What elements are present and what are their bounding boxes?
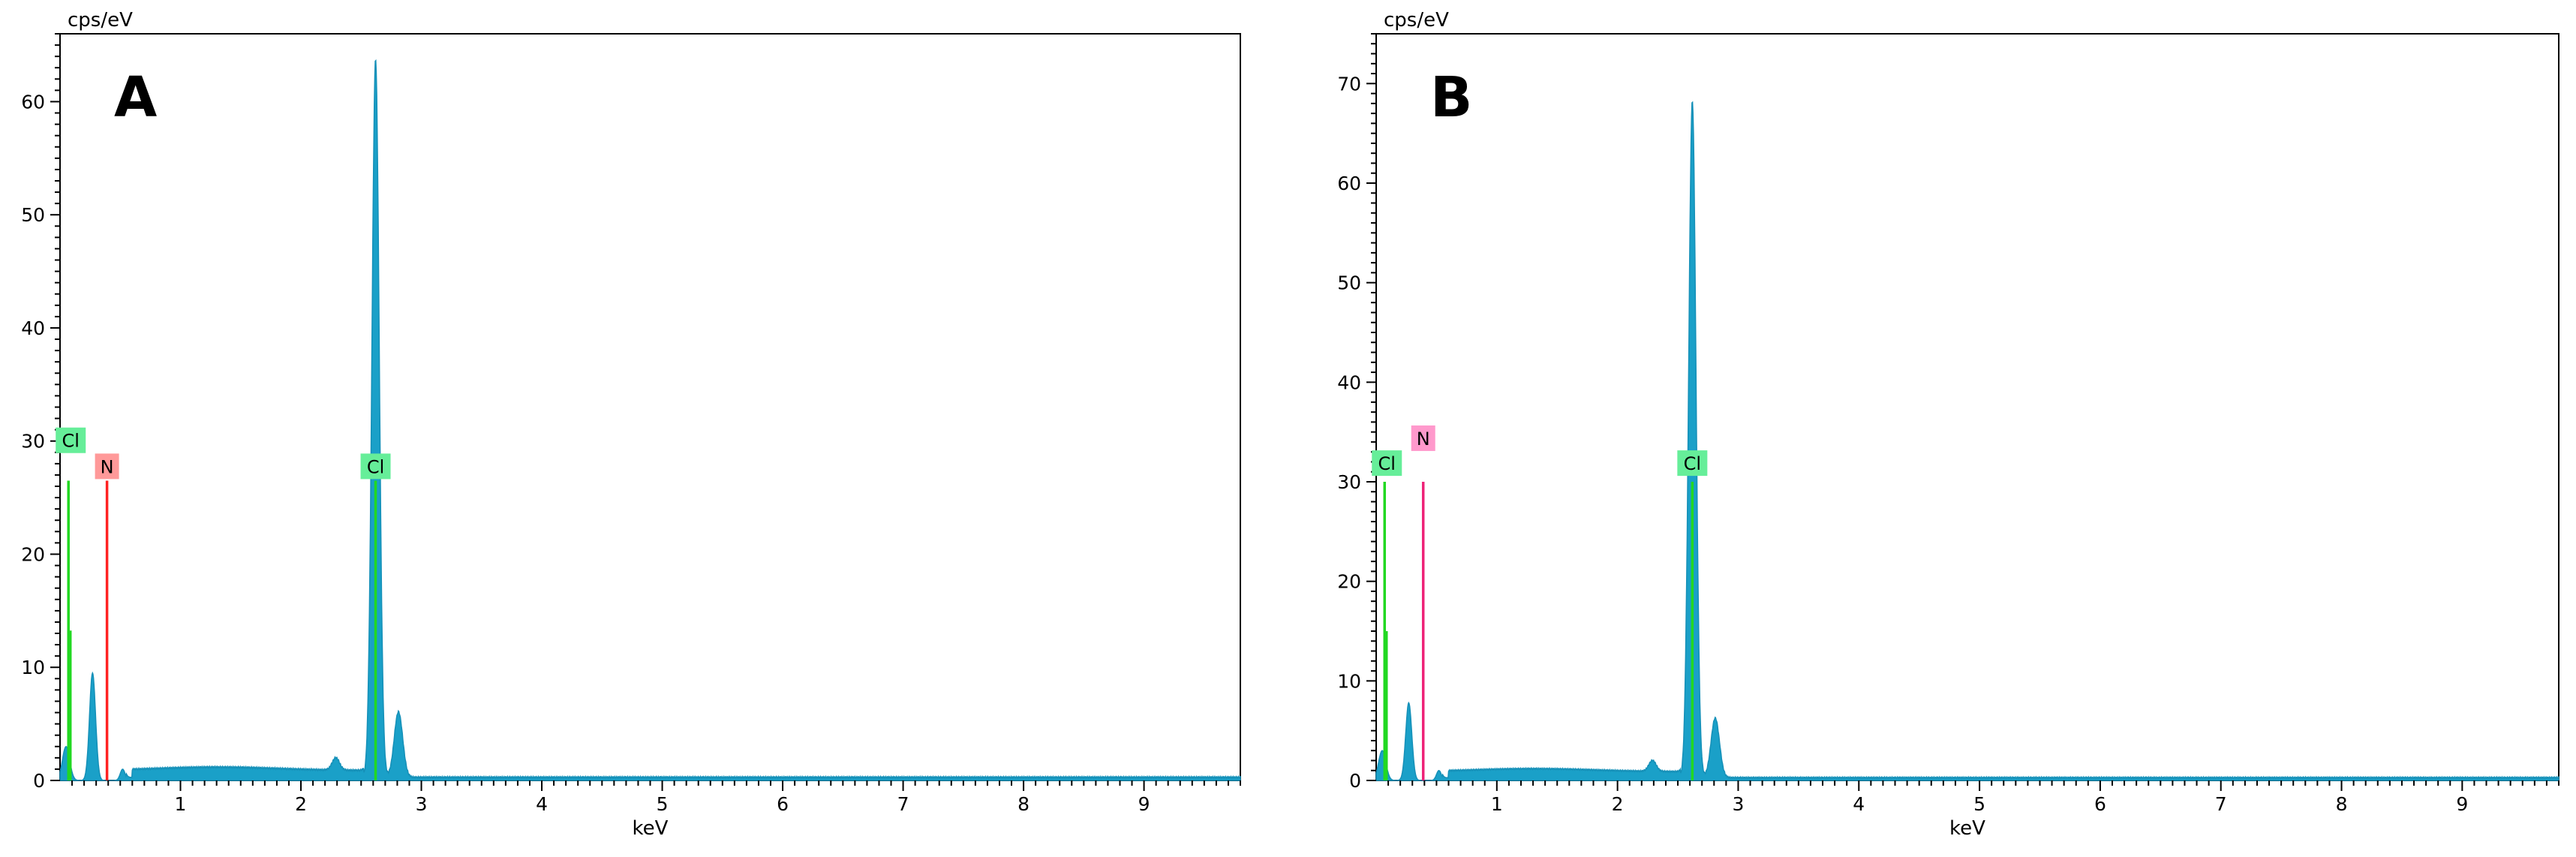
y-tick-label: 60	[21, 91, 45, 113]
marker-label-n: N	[101, 456, 114, 477]
y-tick-label: 60	[1337, 173, 1361, 194]
y-tick-label: 0	[33, 770, 45, 792]
x-tick-label: 1	[1491, 793, 1503, 815]
plot-frame	[59, 33, 1241, 781]
marker-label-cl: Cl	[367, 456, 384, 477]
spectrum-panel-a: 0 10 20 30 40 50 60 1 2 3 4 5 6 7 8 9 cps/eV keV A Cl N Cl	[21, 9, 1241, 840]
marker-label-bg	[1372, 450, 1402, 477]
y-tick-label: 10	[21, 657, 45, 678]
x-tick-label: 6	[2094, 793, 2106, 815]
marker-label-bg	[1677, 450, 1708, 477]
x-tick-label: 3	[416, 793, 428, 815]
panel-letter: A	[114, 65, 157, 130]
y-tick-label: 40	[21, 317, 45, 339]
x-tick-label: 8	[2336, 793, 2348, 815]
x-tick-label: 4	[1853, 793, 1865, 815]
marker-label-n: N	[1417, 428, 1430, 450]
y-tick-label: 50	[21, 204, 45, 226]
marker-label-bg	[95, 453, 119, 480]
x-tick-label: 1	[175, 793, 187, 815]
y-axis-label: cps/eV	[68, 9, 133, 32]
y-tick-label: 30	[21, 431, 45, 453]
y-tick-label: 50	[1337, 272, 1361, 294]
marker-label-cl: Cl	[62, 431, 80, 452]
x-tick-label: 9	[2456, 793, 2468, 815]
panel-letter: B	[1430, 65, 1472, 130]
x-tick-label: 4	[536, 793, 548, 815]
spectrum-area	[59, 59, 1241, 781]
y-tick-label: 30	[1337, 471, 1361, 493]
x-tick-label: 3	[1732, 793, 1744, 815]
marker-label-bg	[1411, 425, 1435, 451]
y-tick-label: 70	[1337, 73, 1361, 95]
y-tick-label: 40	[1337, 371, 1361, 393]
plot-frame	[1375, 33, 2559, 781]
x-axis-label: keV	[1949, 817, 1985, 840]
x-tick-label: 5	[657, 793, 669, 815]
marker-label-bg	[360, 453, 391, 480]
x-tick-label: 2	[1612, 793, 1624, 815]
x-tick-label: 7	[897, 793, 909, 815]
x-tick-label: 5	[1973, 793, 1985, 815]
x-axis-label: keV	[633, 817, 669, 840]
y-tick-label: 10	[1337, 670, 1361, 692]
y-tick-label: 0	[1349, 770, 1361, 792]
marker-label-cl: Cl	[1684, 453, 1701, 474]
spectrum-area	[1375, 101, 2559, 781]
marker-label-bg	[56, 427, 86, 453]
y-tick-label: 20	[1337, 571, 1361, 593]
x-tick-label: 9	[1138, 793, 1150, 815]
x-tick-label: 2	[295, 793, 307, 815]
y-axis-label: cps/eV	[1384, 9, 1449, 32]
marker-label-cl: Cl	[1378, 453, 1396, 474]
x-tick-label: 7	[2215, 793, 2227, 815]
x-tick-label: 6	[777, 793, 789, 815]
y-tick-label: 20	[21, 543, 45, 565]
spectrum-panel-b: 0 10 20 30 40 50 60 70 1 2 3 4 5 6 7 8 9 cps/eV keV B Cl N Cl	[1337, 9, 2559, 840]
x-tick-label: 8	[1017, 793, 1029, 815]
